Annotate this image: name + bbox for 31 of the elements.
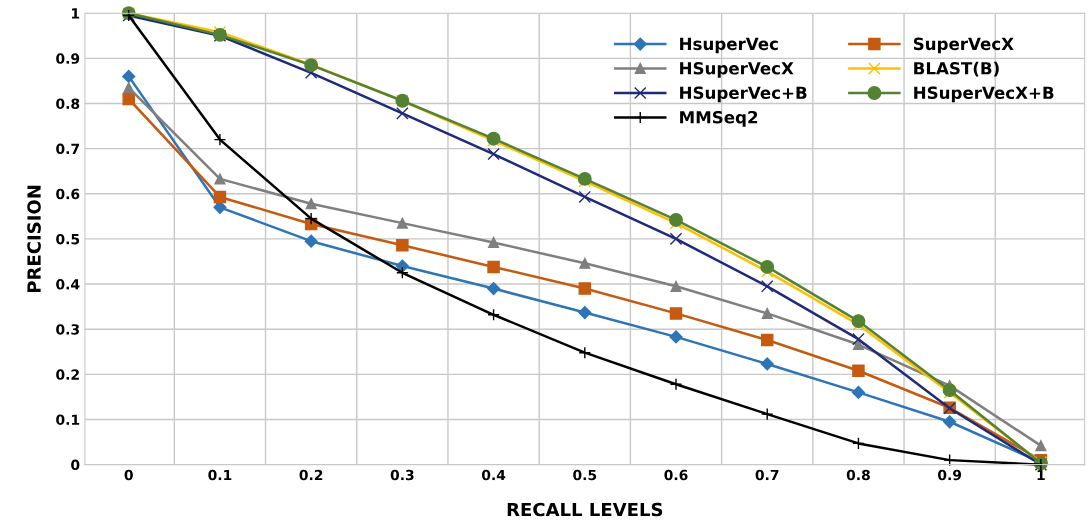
y-tick-label: 0.8 xyxy=(56,98,80,109)
legend-label: HsuperVec xyxy=(680,37,778,54)
legend-label: BLAST(B) xyxy=(914,61,999,77)
y-tick-label: 0.1 xyxy=(56,414,80,425)
legend-label: HSuperVecX xyxy=(680,61,794,78)
x-tick-label: 0.8 xyxy=(846,469,870,481)
x-tick-label: 0.1 xyxy=(208,469,232,481)
x-tick-label: 0.9 xyxy=(938,469,962,481)
y-tick-label: 0.7 xyxy=(56,143,79,155)
y-tick-label: 0.5 xyxy=(56,233,80,245)
y-tick-label: 1 xyxy=(71,8,80,19)
x-tick-label: 0.3 xyxy=(390,469,414,481)
y-tick-label: 0.6 xyxy=(56,188,80,200)
x-axis-title: RECALL LEVELS xyxy=(507,502,663,517)
y-tick-label: 0.9 xyxy=(56,53,80,64)
legend-label: HSuperVecX+B xyxy=(914,86,1054,103)
y-tick-label: 0.2 xyxy=(56,369,79,380)
x-tick-label: 0.6 xyxy=(664,469,688,481)
y-tick-label: 0.3 xyxy=(56,324,79,335)
x-tick-label: 0.2 xyxy=(299,469,323,481)
x-tick-label: 0.7 xyxy=(755,469,779,481)
legend-label: SuperVecX xyxy=(913,37,1014,54)
y-axis-title: PRECISION xyxy=(27,185,41,293)
y-tick-label: 0 xyxy=(71,459,80,471)
x-tick-label: 0 xyxy=(124,469,133,481)
legend-label: MMSeq2 xyxy=(680,110,758,127)
x-tick-label: 0.5 xyxy=(573,469,597,481)
legend-label: HSuperVec+B xyxy=(680,86,807,103)
x-tick-label: 0.4 xyxy=(481,469,506,481)
x-tick-label: 1 xyxy=(1037,469,1045,481)
y-tick-label: 0.4 xyxy=(56,279,80,290)
